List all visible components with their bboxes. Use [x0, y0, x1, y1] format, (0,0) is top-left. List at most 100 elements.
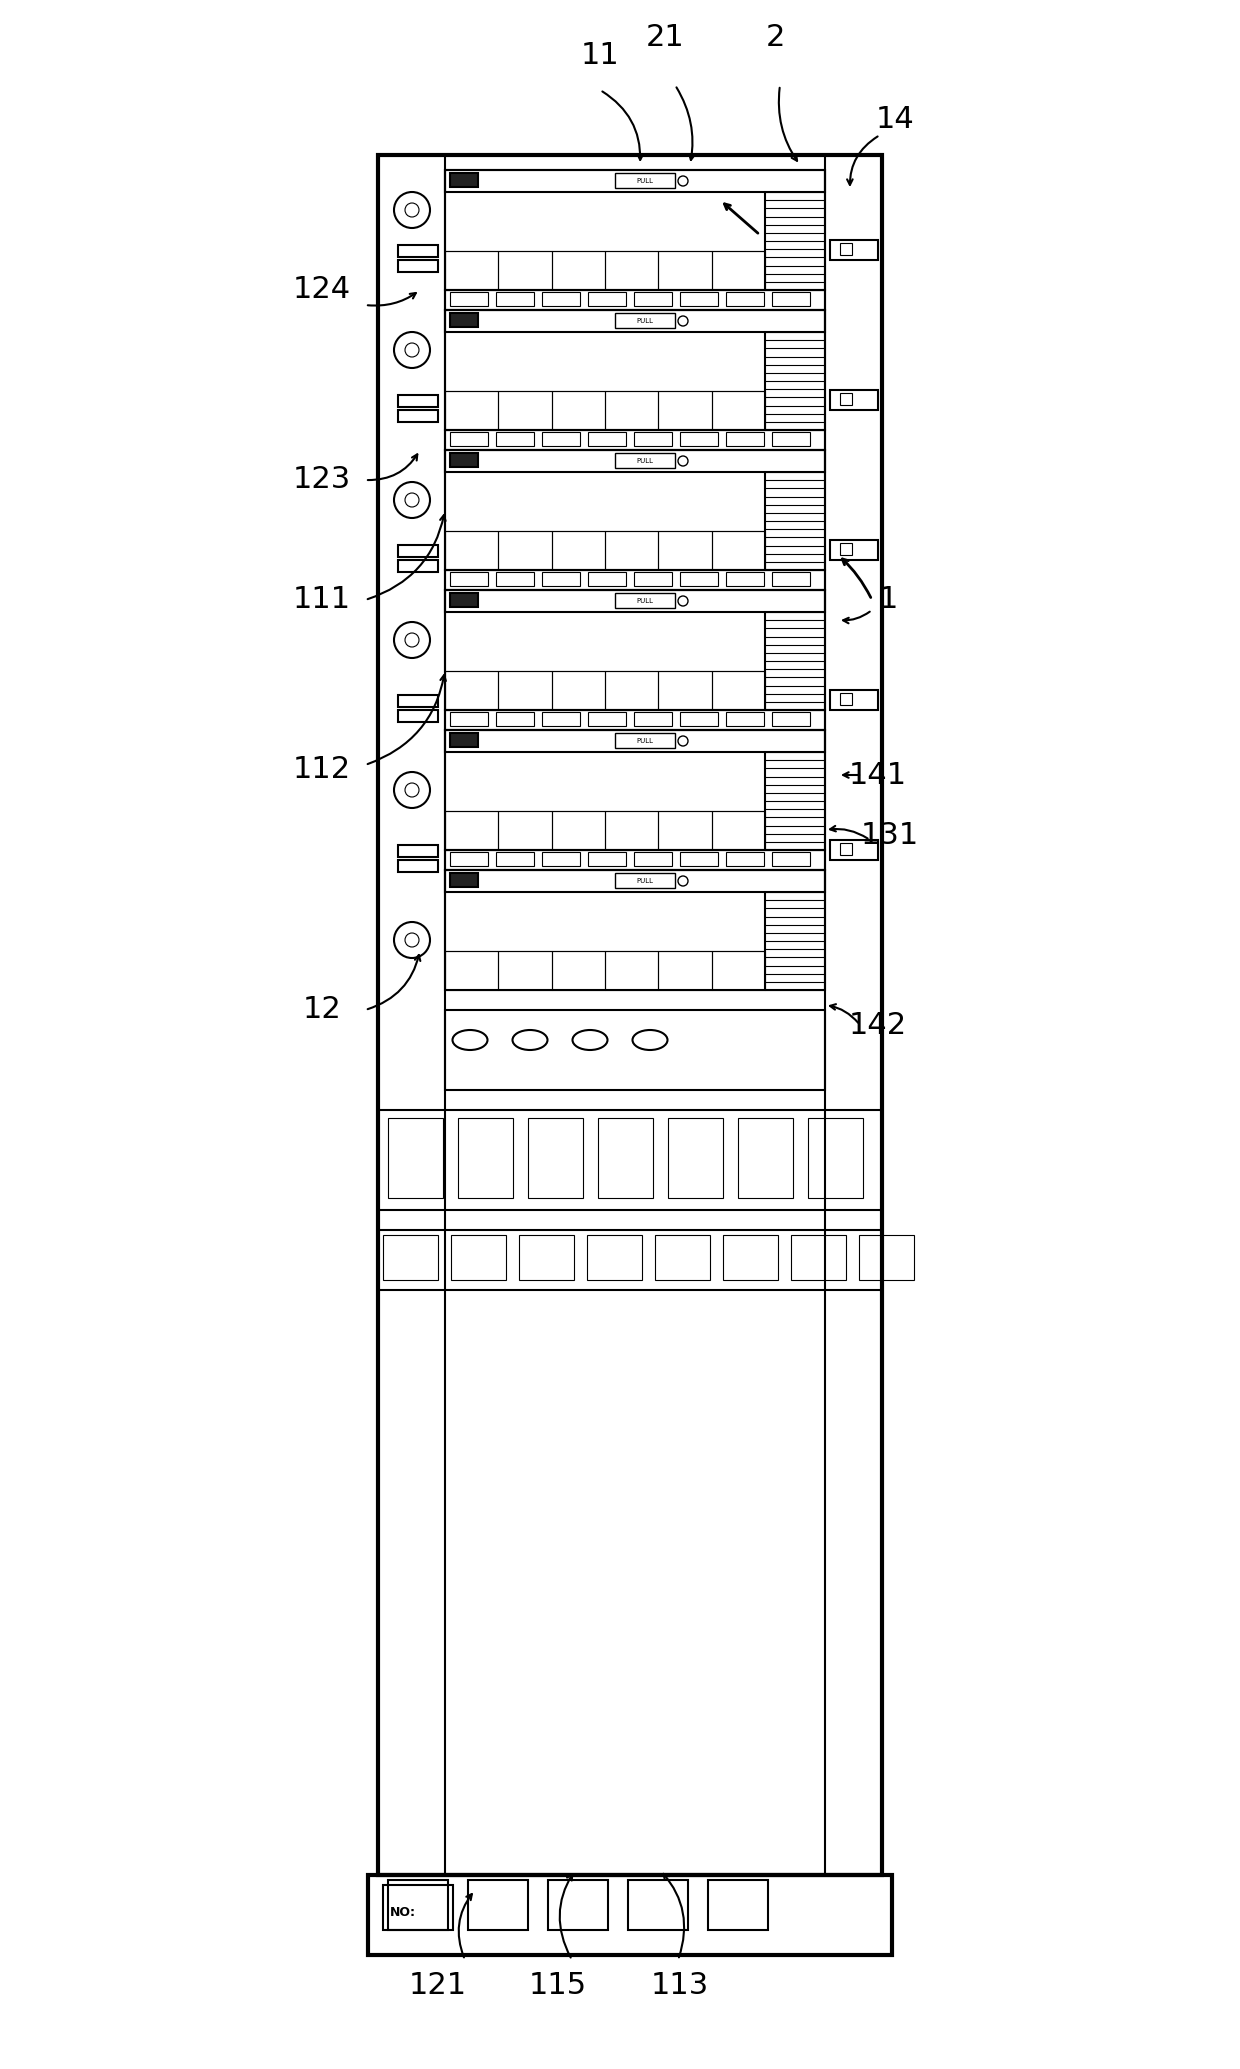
Bar: [634, 852, 672, 867]
Bar: [445, 391, 498, 430]
Bar: [450, 174, 477, 186]
Bar: [658, 250, 712, 290]
Text: 111: 111: [293, 586, 351, 614]
Bar: [588, 852, 626, 867]
Bar: [496, 292, 534, 306]
Text: 113: 113: [651, 1970, 709, 1999]
Bar: [378, 1109, 882, 1210]
Bar: [830, 689, 878, 710]
Bar: [445, 850, 825, 869]
Bar: [791, 1235, 846, 1281]
Bar: [388, 1881, 448, 1930]
Bar: [498, 250, 552, 290]
Bar: [383, 1235, 438, 1281]
Bar: [712, 952, 765, 989]
Bar: [839, 242, 852, 254]
Bar: [398, 410, 438, 422]
Bar: [445, 569, 825, 590]
Bar: [445, 590, 825, 710]
Bar: [830, 389, 878, 410]
Bar: [587, 1235, 642, 1281]
Bar: [450, 292, 489, 306]
Bar: [528, 1117, 583, 1198]
Bar: [615, 174, 675, 188]
Bar: [445, 710, 825, 730]
Bar: [445, 811, 498, 850]
Bar: [378, 1229, 882, 1289]
Bar: [680, 852, 718, 867]
Text: PULL: PULL: [636, 739, 653, 745]
Bar: [605, 670, 658, 710]
Bar: [445, 449, 825, 472]
Bar: [658, 391, 712, 430]
Bar: [723, 1235, 777, 1281]
Bar: [552, 811, 605, 850]
Bar: [450, 732, 477, 747]
Bar: [725, 432, 764, 447]
Bar: [615, 732, 675, 749]
Bar: [498, 391, 552, 430]
Bar: [680, 292, 718, 306]
Bar: [450, 432, 489, 447]
Bar: [398, 561, 438, 571]
Bar: [445, 730, 825, 850]
Bar: [680, 432, 718, 447]
Text: 11: 11: [580, 41, 619, 70]
Bar: [451, 1235, 506, 1281]
Bar: [588, 432, 626, 447]
Bar: [450, 453, 477, 468]
Bar: [388, 1117, 443, 1198]
Bar: [552, 670, 605, 710]
Bar: [450, 594, 477, 606]
Bar: [496, 712, 534, 726]
Bar: [445, 430, 825, 449]
Bar: [450, 873, 477, 888]
Bar: [808, 1117, 863, 1198]
Text: 131: 131: [861, 821, 919, 850]
Bar: [712, 250, 765, 290]
Bar: [368, 1875, 892, 1955]
Bar: [588, 292, 626, 306]
Bar: [725, 712, 764, 726]
Bar: [398, 261, 438, 271]
Text: 124: 124: [293, 275, 351, 304]
Bar: [605, 532, 658, 569]
Bar: [738, 1117, 794, 1198]
Text: 121: 121: [409, 1970, 467, 1999]
Bar: [605, 952, 658, 989]
Bar: [552, 391, 605, 430]
Bar: [552, 532, 605, 569]
Bar: [450, 312, 477, 327]
Bar: [605, 250, 658, 290]
Bar: [615, 594, 675, 608]
Bar: [450, 712, 489, 726]
Bar: [634, 432, 672, 447]
Bar: [839, 693, 852, 706]
Bar: [708, 1881, 768, 1930]
Bar: [445, 1010, 825, 1090]
Bar: [398, 710, 438, 722]
Bar: [830, 540, 878, 561]
Bar: [680, 571, 718, 586]
Text: PULL: PULL: [636, 319, 653, 325]
Bar: [615, 453, 675, 468]
Text: PULL: PULL: [636, 178, 653, 184]
Bar: [496, 432, 534, 447]
Bar: [496, 852, 534, 867]
Bar: [552, 952, 605, 989]
Text: 2: 2: [765, 23, 785, 52]
Bar: [498, 670, 552, 710]
Bar: [725, 292, 764, 306]
Text: PULL: PULL: [636, 598, 653, 604]
Bar: [445, 170, 825, 192]
Bar: [634, 571, 672, 586]
Bar: [445, 449, 825, 569]
Text: PULL: PULL: [636, 877, 653, 883]
Bar: [658, 952, 712, 989]
Bar: [773, 852, 810, 867]
Bar: [658, 811, 712, 850]
Bar: [598, 1117, 653, 1198]
Bar: [825, 155, 882, 1875]
Bar: [378, 155, 882, 1875]
Bar: [496, 571, 534, 586]
